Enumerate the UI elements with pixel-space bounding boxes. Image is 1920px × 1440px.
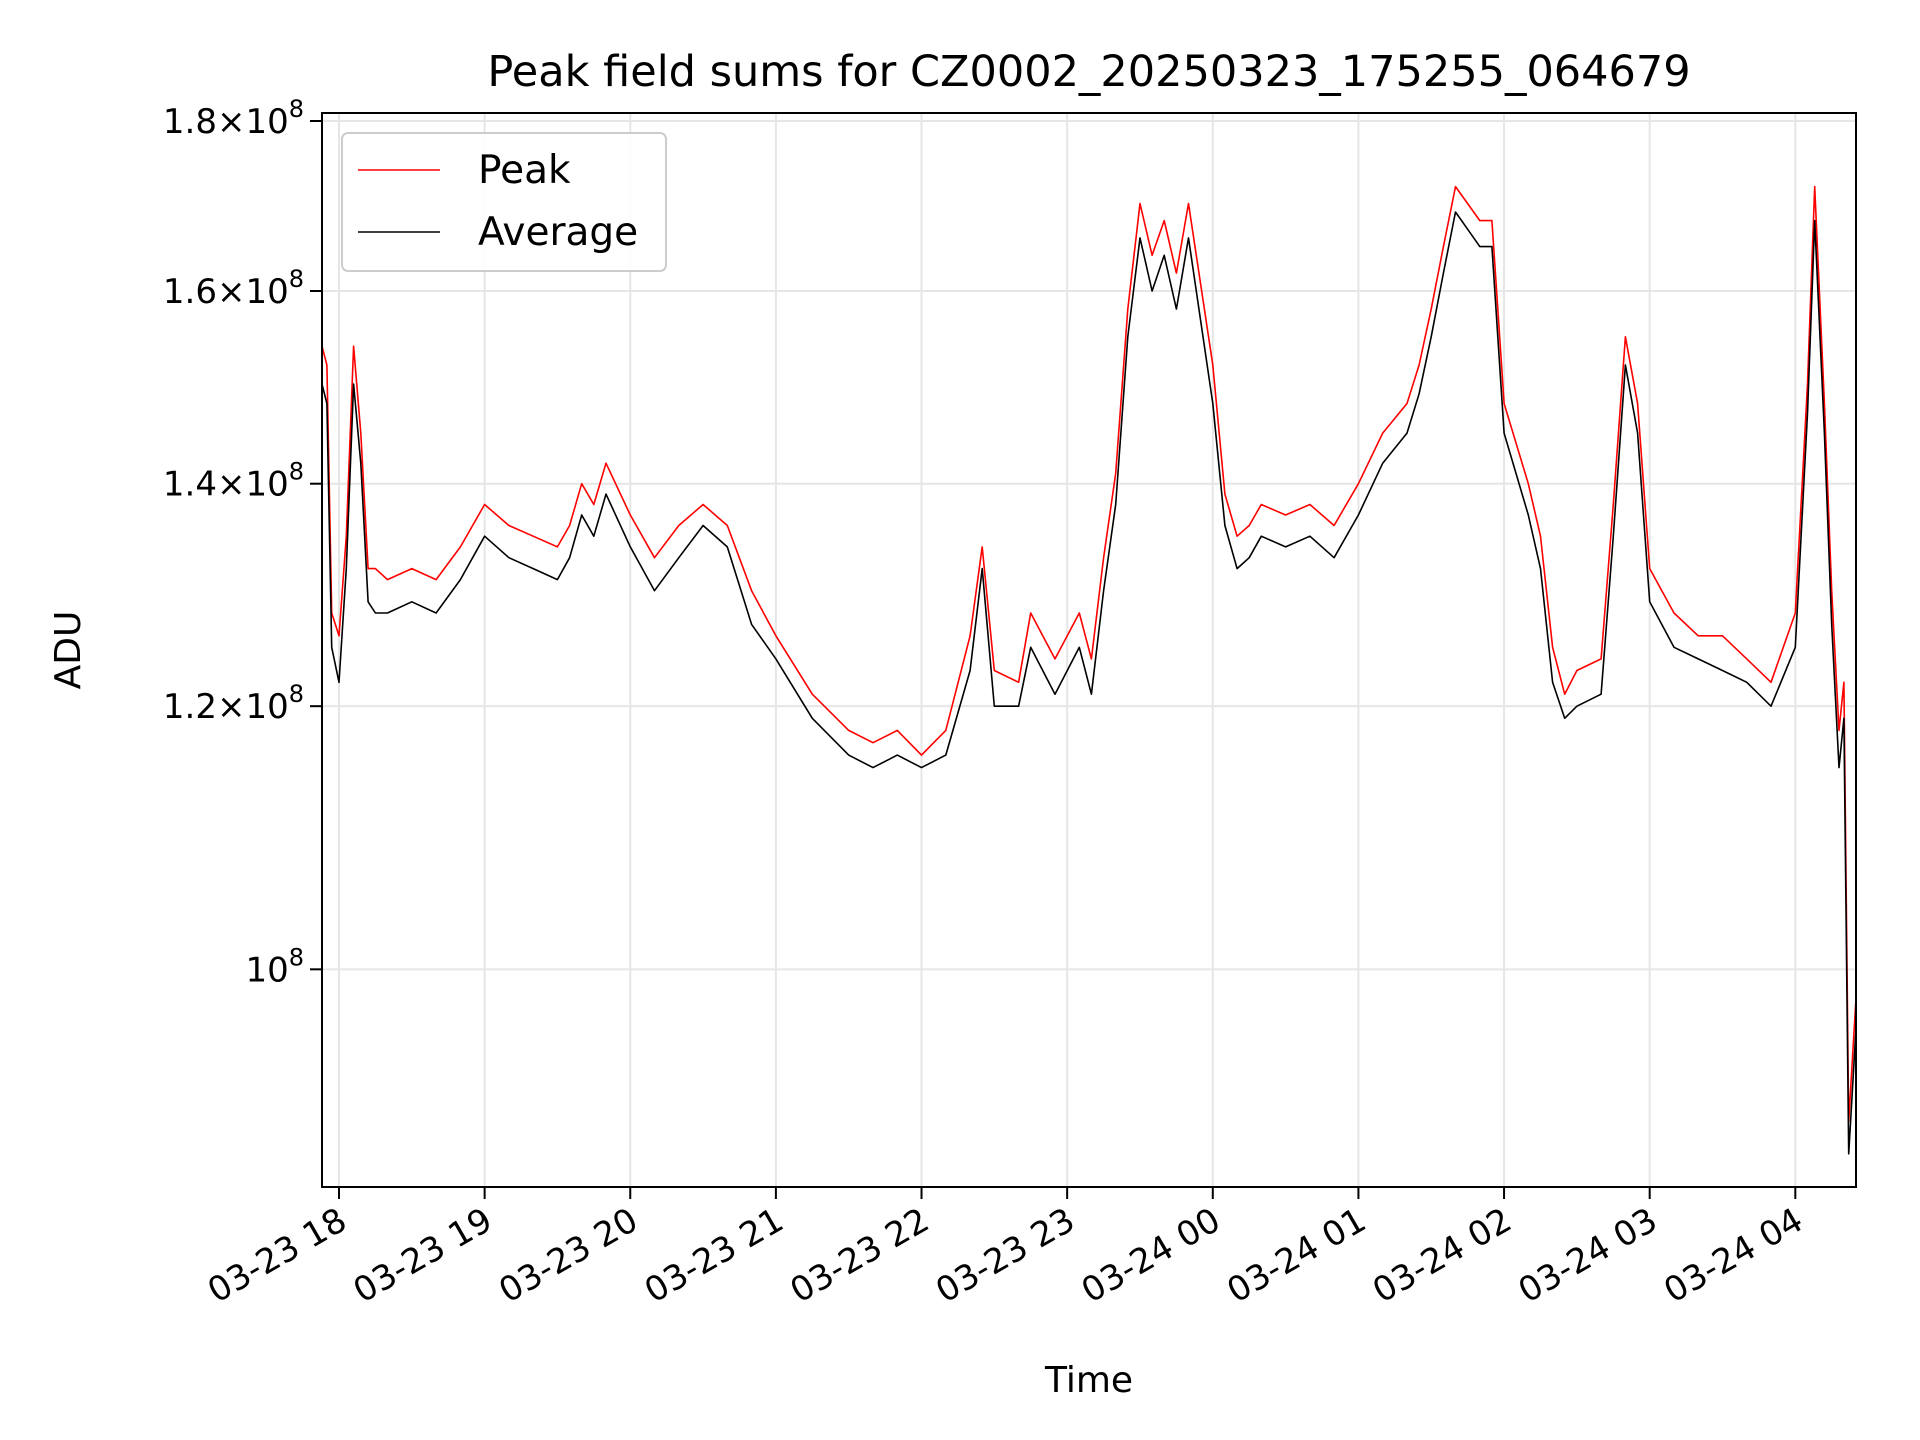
y-tick-exponent: 8 xyxy=(289,943,304,971)
y-tick-label: 108 xyxy=(245,943,304,990)
y-tick-exponent: 8 xyxy=(289,458,304,486)
x-axis-label: Time xyxy=(1044,1360,1133,1401)
y-tick-exponent: 8 xyxy=(289,265,304,293)
y-tick-label: 1.2×108 xyxy=(163,680,304,727)
series-group xyxy=(322,185,1856,1155)
y-tick-exponent: 8 xyxy=(289,680,304,708)
y-axis-ticks: 108 1.2×108 1.4×108 1.6×108 1.8×108 xyxy=(163,95,322,990)
chart-title: Peak field sums for CZ0002_20250323_1752… xyxy=(487,47,1690,97)
axes-frame xyxy=(321,112,1857,1188)
series-line-average xyxy=(322,211,1856,1155)
series-line-peak xyxy=(322,185,1856,1123)
legend: Peak Average xyxy=(341,132,667,272)
y-tick-exponent: 8 xyxy=(289,95,304,123)
y-axis-label: ADU xyxy=(48,611,89,690)
legend-label-peak: Peak xyxy=(478,148,571,193)
legend-box xyxy=(341,132,667,272)
legend-label-average: Average xyxy=(478,210,638,255)
grid xyxy=(322,113,1856,1187)
y-tick-label: 1.6×108 xyxy=(163,265,304,312)
y-tick-label: 1.4×108 xyxy=(163,458,304,505)
y-tick-label: 1.8×108 xyxy=(163,95,304,142)
